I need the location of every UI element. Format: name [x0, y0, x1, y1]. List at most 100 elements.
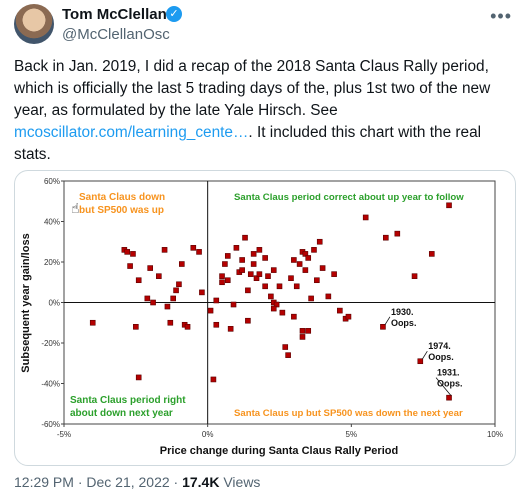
tweet-text: Back in Jan. 2019, I did a recap of the …: [14, 56, 514, 166]
data-point: [176, 281, 182, 288]
annotation-label: Oops.: [428, 352, 454, 362]
data-point: [127, 263, 133, 269]
scatter-chart: 60% 40% 20% 0% -20% -40% -60% -5% 0% 5% 10% Santa…: [20, 177, 503, 457]
data-point: [394, 230, 401, 237]
annotation-leader-line: [435, 377, 452, 396]
data-point: [296, 261, 303, 267]
data-point: [319, 265, 326, 271]
y-axis-label: Subsequent year gain/loss: [20, 233, 32, 372]
y-tick-label: -60%: [41, 420, 60, 429]
data-point: [285, 352, 291, 358]
data-point: [207, 307, 214, 314]
data-point: [262, 255, 268, 261]
data-point: [164, 303, 171, 310]
data-point: [380, 324, 386, 330]
data-point: [184, 324, 191, 330]
quadrant-label-top-left: Santa Claus down: [79, 192, 165, 203]
data-point: [135, 277, 142, 284]
data-point: [124, 249, 131, 255]
data-point: [256, 271, 263, 277]
annotation-label: Oops.: [391, 318, 417, 328]
data-point: [302, 251, 309, 257]
data-point: [239, 257, 245, 263]
data-point: [331, 271, 337, 277]
tweet-text-part-2: . It included this chart with the real s…: [14, 124, 482, 163]
data-point: [311, 247, 317, 253]
data-point: [308, 295, 314, 302]
data-point: [345, 313, 352, 320]
x-tick-label: 5%: [346, 430, 358, 439]
tweet-media-chart[interactable]: 60% 40% 20% 0% -20% -40% -60% -5% 0% 5% 10% Santa…: [14, 170, 516, 466]
y-tick-label: 40%: [44, 218, 60, 227]
data-point: [279, 309, 286, 316]
data-point: [196, 249, 202, 255]
y-tick-label: 0%: [48, 299, 60, 308]
data-point: [273, 301, 280, 308]
author-name[interactable]: Tom McClellan: [62, 6, 167, 23]
data-point: [245, 287, 251, 294]
quadrant-label-bottom-left: Santa Claus period right: [70, 395, 186, 406]
data-point: [133, 324, 139, 330]
data-point: [233, 245, 240, 251]
data-point: [316, 238, 323, 245]
quadrant-label-bottom-left: about down next year: [70, 408, 173, 419]
data-point: [150, 299, 156, 306]
y-tick-label: 60%: [44, 177, 60, 186]
data-point: [222, 261, 228, 267]
data-point: [299, 328, 306, 334]
x-tick-label: 0%: [202, 430, 214, 439]
data-point: [170, 295, 176, 302]
annotation-label: 1930.: [391, 307, 414, 317]
data-point: [242, 234, 248, 241]
annotation-leader-line: [384, 316, 391, 326]
x-axis-label: Price change during Santa Claus Rally Pe…: [160, 445, 398, 457]
quadrant-label-top-left: but SP500 was up: [79, 205, 164, 216]
data-point: [325, 293, 332, 300]
data-point: [383, 234, 389, 241]
data-point: [446, 394, 452, 401]
data-point: [337, 307, 343, 314]
data-point: [291, 313, 297, 320]
data-point: [245, 317, 251, 324]
data-point: [417, 358, 424, 365]
hand-cursor-icon: ☝: [71, 200, 80, 216]
data-point: [256, 247, 263, 253]
tweet-link[interactable]: mcoscillator.com/learning_cente…: [14, 124, 249, 141]
views-label: Views: [219, 474, 261, 490]
data-point: [219, 273, 225, 279]
data-point: [89, 319, 96, 326]
data-point: [276, 283, 283, 290]
x-tick-label: -5%: [57, 430, 71, 439]
data-point: [130, 251, 136, 257]
tweet-text-part-1: Back in Jan. 2019, I did a recap of the …: [14, 58, 491, 119]
data-point: [210, 376, 217, 383]
data-point: [224, 277, 231, 284]
views-count: 17.4K: [182, 474, 220, 490]
data-point: [219, 279, 225, 286]
data-point: [230, 301, 237, 308]
y-tick-label: -20%: [41, 339, 60, 348]
author-avatar[interactable]: [14, 4, 54, 44]
data-point: [288, 275, 294, 281]
quadrant-label-bottom-right: Santa Claus up but SP500 was down the ne…: [234, 408, 463, 419]
data-point: [305, 328, 312, 334]
annotation-label: 1974.: [428, 341, 451, 351]
tweet-meta: 12:29 PM · Dec 21, 2022 · 17.4K Views: [14, 474, 260, 490]
data-point: [265, 273, 271, 279]
data-point: [239, 267, 245, 273]
y-tick-label: 20%: [44, 258, 60, 267]
data-point: [190, 245, 197, 251]
data-point: [173, 287, 179, 294]
verified-badge-icon: ✓: [166, 6, 182, 22]
author-handle[interactable]: @McClellanOsc: [62, 26, 170, 43]
data-point: [144, 295, 151, 302]
data-point: [247, 271, 254, 277]
data-point: [161, 247, 168, 253]
data-point: [199, 289, 205, 296]
data-point: [270, 305, 277, 312]
data-point: [268, 293, 274, 300]
more-options-icon[interactable]: •••: [490, 6, 512, 26]
annotation-label: 1931.: [437, 368, 460, 378]
annotation-leader-line: [421, 351, 428, 360]
tweet-timestamp[interactable]: 12:29 PM · Dec 21, 2022 ·: [14, 474, 183, 490]
